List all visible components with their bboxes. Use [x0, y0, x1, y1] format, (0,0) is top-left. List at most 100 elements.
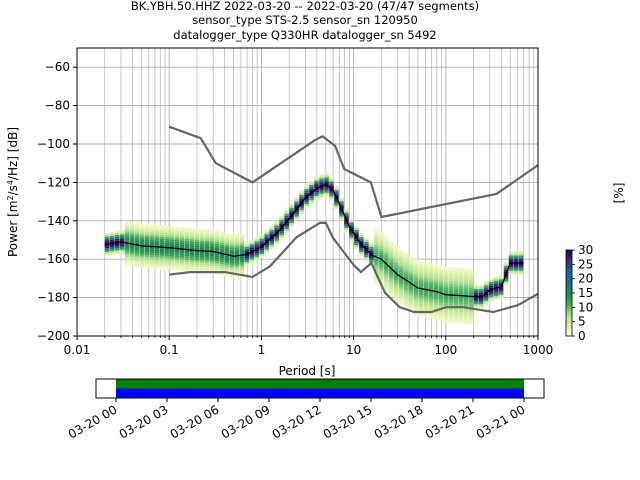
psd-cell	[159, 240, 165, 243]
psd-cell	[144, 243, 150, 246]
psd-cell	[264, 245, 269, 248]
psd-cell	[379, 275, 384, 278]
psd-cell	[374, 235, 379, 237]
psd-cell	[259, 242, 264, 245]
psd-cell	[244, 244, 249, 247]
psd-cell	[209, 254, 215, 257]
psd-cell	[174, 264, 180, 267]
psd-cell	[249, 259, 254, 262]
psd-cell	[428, 299, 434, 302]
psd-cell	[114, 238, 120, 241]
psd-cell	[224, 246, 230, 249]
psd-cell	[513, 263, 519, 265]
psd-cell	[438, 275, 444, 277]
psd-cell	[234, 258, 240, 261]
psd-cell	[129, 229, 135, 232]
psd-cell	[443, 303, 449, 306]
psd-cell	[493, 295, 499, 298]
psd-cell	[344, 228, 349, 230]
psd-cell	[159, 234, 165, 237]
psd-cell	[389, 292, 394, 295]
psd-cell	[124, 261, 130, 264]
psd-cell	[179, 244, 185, 247]
colorbar-segment	[566, 267, 572, 270]
psd-cell	[404, 298, 409, 301]
psd-cell	[399, 291, 404, 294]
psd-cell	[384, 249, 389, 252]
psd-cell	[498, 290, 504, 293]
psd-cell	[214, 236, 220, 239]
psd-cell	[194, 236, 200, 239]
psd-cell	[349, 235, 354, 238]
psd-cell	[144, 225, 150, 228]
psd-cell	[189, 251, 195, 253]
psd-cell	[379, 241, 384, 244]
psd-cell	[159, 228, 165, 231]
psd-cell	[359, 250, 364, 253]
psd-cell	[438, 284, 444, 287]
psd-cell	[259, 248, 264, 251]
psd-cell	[249, 246, 254, 248]
psd-cell	[463, 287, 469, 290]
psd-cell	[413, 291, 419, 294]
psd-cell	[274, 221, 279, 224]
psd-cell	[503, 275, 509, 278]
psd-cell	[184, 233, 190, 236]
psd-cell	[374, 254, 379, 257]
psd-cell	[359, 252, 364, 255]
psd-cell	[149, 251, 155, 254]
psd-cell	[443, 318, 449, 321]
psd-cell	[179, 246, 185, 249]
psd-cell	[468, 293, 474, 296]
psd-cell	[379, 254, 384, 257]
psd-cell	[394, 255, 399, 258]
psd-cell	[413, 312, 419, 315]
psd-cell	[204, 269, 210, 272]
colorbar-segment	[566, 299, 572, 302]
psd-cell	[433, 286, 439, 289]
psd-cell	[104, 238, 110, 241]
psd-cell	[179, 261, 185, 264]
psd-cell	[493, 288, 499, 291]
y-axis-label: Power [m2/s4/Hz] [dB]	[6, 127, 20, 257]
psd-cell	[463, 312, 469, 315]
psd-cell	[389, 256, 394, 259]
psd-cell	[109, 249, 115, 252]
psd-cell	[458, 298, 464, 301]
psd-cell	[423, 307, 429, 310]
psd-cell	[224, 240, 230, 243]
psd-cell	[404, 267, 409, 270]
psd-cell	[438, 298, 444, 301]
psd-cell	[443, 278, 449, 281]
psd-cell	[284, 210, 289, 213]
psd-cell	[354, 231, 359, 234]
psd-cell	[209, 252, 215, 255]
psd-cell	[334, 188, 339, 191]
psd-cell	[379, 264, 384, 267]
psd-cell	[399, 249, 404, 252]
psd-cell	[399, 270, 404, 273]
psd-cell	[319, 188, 324, 190]
colorbar-segment	[566, 290, 572, 294]
psd-cell	[244, 252, 249, 255]
psd-cell	[179, 240, 185, 243]
psd-cell	[418, 301, 424, 304]
psd-cell	[428, 293, 434, 296]
y-tick-label: −160	[37, 252, 70, 266]
psd-cell	[114, 242, 120, 245]
psd-cell	[134, 230, 140, 233]
psd-cell	[219, 237, 225, 240]
psd-cell	[413, 274, 419, 277]
psd-cell	[239, 240, 245, 243]
psd-cell	[473, 292, 479, 295]
psd-cell	[284, 229, 289, 232]
psd-cell	[149, 234, 155, 236]
psd-cell	[219, 231, 225, 234]
psd-cell	[404, 273, 409, 276]
psd-cell	[468, 283, 474, 286]
psd-cell	[294, 203, 299, 206]
psd-cell	[134, 224, 140, 227]
psd-cell	[224, 248, 230, 250]
psd-cell	[129, 225, 135, 228]
psd-cell	[189, 227, 195, 230]
